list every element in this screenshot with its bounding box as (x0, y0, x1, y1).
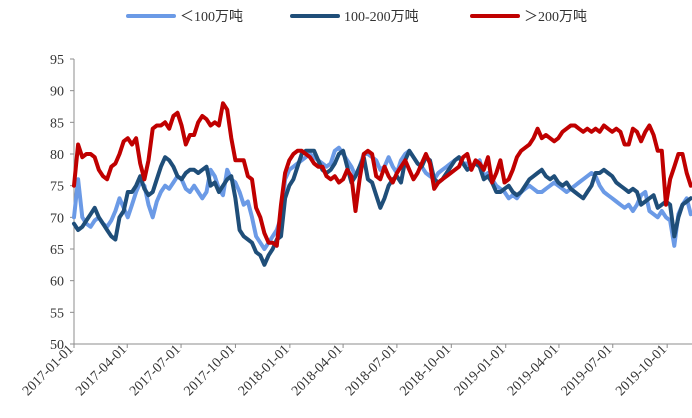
y-axis: 50 55 60 65 70 75 80 85 90 95 (50, 53, 75, 353)
legend-label: ＜100万吨 (180, 9, 243, 25)
legend: ＜100万吨 100-200万吨 ＞200万吨 (126, 9, 587, 25)
y-tick-label: 90 (50, 85, 64, 100)
y-tick-label: 75 (50, 180, 64, 195)
legend-label: ＞200万吨 (524, 9, 587, 25)
y-tick-label: 95 (50, 53, 64, 68)
legend-label: 100-200万吨 (344, 9, 419, 25)
y-tick-label: 70 (50, 211, 64, 226)
x-tick-label: 2019-07-01 (559, 342, 616, 399)
plot-area (72, 101, 692, 267)
series-line-1 (72, 148, 692, 267)
x-tick-label: 2017-10-01 (181, 342, 238, 399)
x-axis: 2017-01-012017-04-012017-07-012017-10-01… (20, 342, 692, 399)
x-tick-label: 2019-10-01 (613, 342, 670, 399)
y-tick-label: 80 (50, 148, 64, 163)
y-tick-label: 55 (50, 306, 64, 321)
y-tick-label: 65 (50, 243, 64, 258)
series-line-2 (72, 101, 692, 248)
x-tick-label: 2019-04-01 (505, 342, 562, 399)
y-tick-label: 60 (50, 275, 64, 290)
x-tick-label: 2017-04-01 (73, 342, 130, 399)
x-tick-label: 2018-01-01 (236, 342, 293, 399)
x-tick-label: 2018-04-01 (289, 342, 346, 399)
y-tick-label: 50 (50, 338, 64, 353)
x-tick-label: 2019-01-01 (452, 342, 509, 399)
x-tick-label: 2018-07-01 (343, 342, 400, 399)
x-tick-label: 2018-10-01 (397, 342, 454, 399)
x-tick-label: 2017-07-01 (127, 342, 184, 399)
y-tick-label: 85 (50, 116, 64, 131)
x-tick-label: 2017-01-01 (20, 342, 77, 399)
